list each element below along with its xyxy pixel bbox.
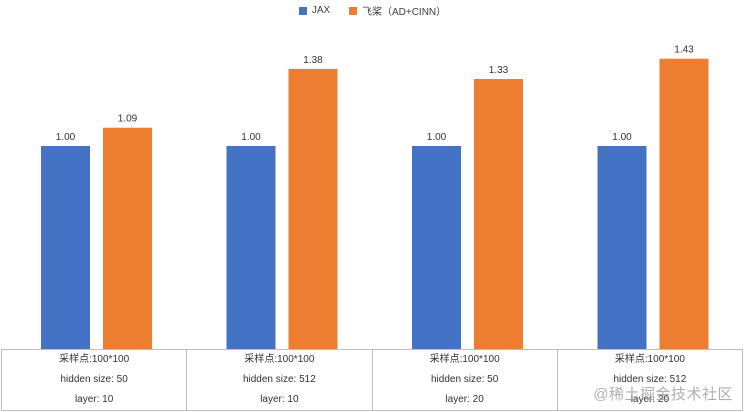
legend-swatch-jax xyxy=(298,6,307,15)
data-label: 1.38 xyxy=(303,55,323,66)
data-label: 1.33 xyxy=(489,65,509,76)
legend-label-jax: JAX xyxy=(311,5,331,16)
bar-chart: 1.00 1.09 1.00 1.38 1.00 1.33 1.00 1.43 xyxy=(41,45,709,350)
category-hidden-size-label: hidden size: 50 xyxy=(430,374,499,385)
category-layer-label: layer: 10 xyxy=(260,394,299,405)
bar-paddle xyxy=(659,58,709,350)
category-table: 采样点:100*100 hidden size: 50 layer: 10 采样… xyxy=(0,349,744,411)
category-sample-label: 采样点:100*100 xyxy=(59,354,130,365)
category-layer-label: layer: 20 xyxy=(445,394,484,405)
category-sample-label: 采样点:100*100 xyxy=(244,354,315,365)
watermark: @稀土掘金技术社区 xyxy=(593,386,733,403)
data-label: 1.00 xyxy=(427,132,447,143)
category-sample-label: 采样点:100*100 xyxy=(429,354,500,365)
category-cell: 采样点:100*100 hidden size: 50 layer: 10 xyxy=(0,349,188,411)
category-hidden-size-label: hidden size: 512 xyxy=(242,374,316,385)
data-label: 1.00 xyxy=(612,132,632,143)
bar-paddle xyxy=(474,79,523,349)
bar-jax xyxy=(412,146,461,349)
bar-jax xyxy=(41,146,90,349)
data-label: 1.00 xyxy=(241,132,261,143)
category-hidden-size-label: hidden size: 50 xyxy=(60,374,128,385)
category-cell: 采样点:100*100 hidden size: 50 layer: 20 xyxy=(371,349,558,411)
category-sample-label: 采样点:100*100 xyxy=(614,354,685,365)
bar-jax xyxy=(226,146,276,349)
legend-item-paddle: 飞桨（AD+CINN） xyxy=(348,3,447,18)
legend-label-paddle: 飞桨（AD+CINN） xyxy=(361,7,447,18)
legend: JAX 飞桨（AD+CINN） xyxy=(0,3,745,18)
data-label: 1.09 xyxy=(118,114,138,125)
category-cell: 采样点:100*100 hidden size: 512 layer: 20 xyxy=(556,349,744,411)
bar-jax xyxy=(597,146,647,349)
bar-paddle xyxy=(103,127,152,349)
data-label: 1.43 xyxy=(674,45,694,56)
legend-item-jax: JAX xyxy=(298,5,331,16)
legend-swatch-paddle xyxy=(348,6,357,15)
category-layer-label: layer: 20 xyxy=(630,394,670,405)
category-cell: 采样点:100*100 hidden size: 512 layer: 10 xyxy=(186,349,373,411)
category-layer-label: layer: 10 xyxy=(74,394,114,405)
category-hidden-size-label: hidden size: 512 xyxy=(613,374,687,385)
data-label: 1.00 xyxy=(56,132,76,143)
bar-paddle xyxy=(288,68,338,350)
